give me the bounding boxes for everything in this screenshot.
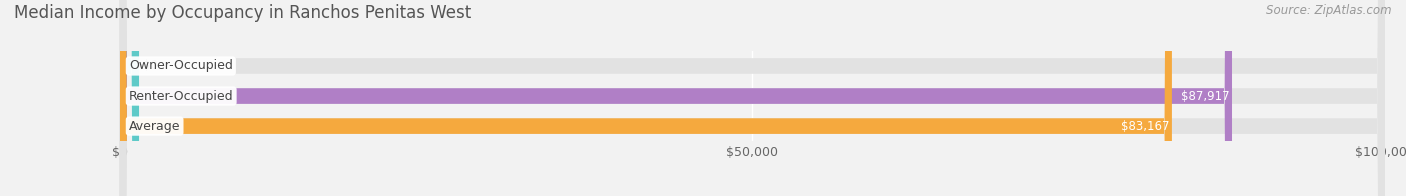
Text: $83,167: $83,167 [1121, 120, 1170, 132]
FancyBboxPatch shape [120, 0, 1232, 196]
Text: $0: $0 [143, 60, 157, 73]
Text: Source: ZipAtlas.com: Source: ZipAtlas.com [1267, 4, 1392, 17]
Text: Renter-Occupied: Renter-Occupied [129, 90, 233, 103]
FancyBboxPatch shape [120, 0, 139, 196]
Text: Median Income by Occupancy in Ranchos Penitas West: Median Income by Occupancy in Ranchos Pe… [14, 4, 471, 22]
Text: $87,917: $87,917 [1181, 90, 1230, 103]
Text: Average: Average [129, 120, 180, 132]
FancyBboxPatch shape [120, 0, 1385, 196]
FancyBboxPatch shape [120, 0, 1385, 196]
FancyBboxPatch shape [120, 0, 1173, 196]
Text: Owner-Occupied: Owner-Occupied [129, 60, 233, 73]
FancyBboxPatch shape [120, 0, 1385, 196]
